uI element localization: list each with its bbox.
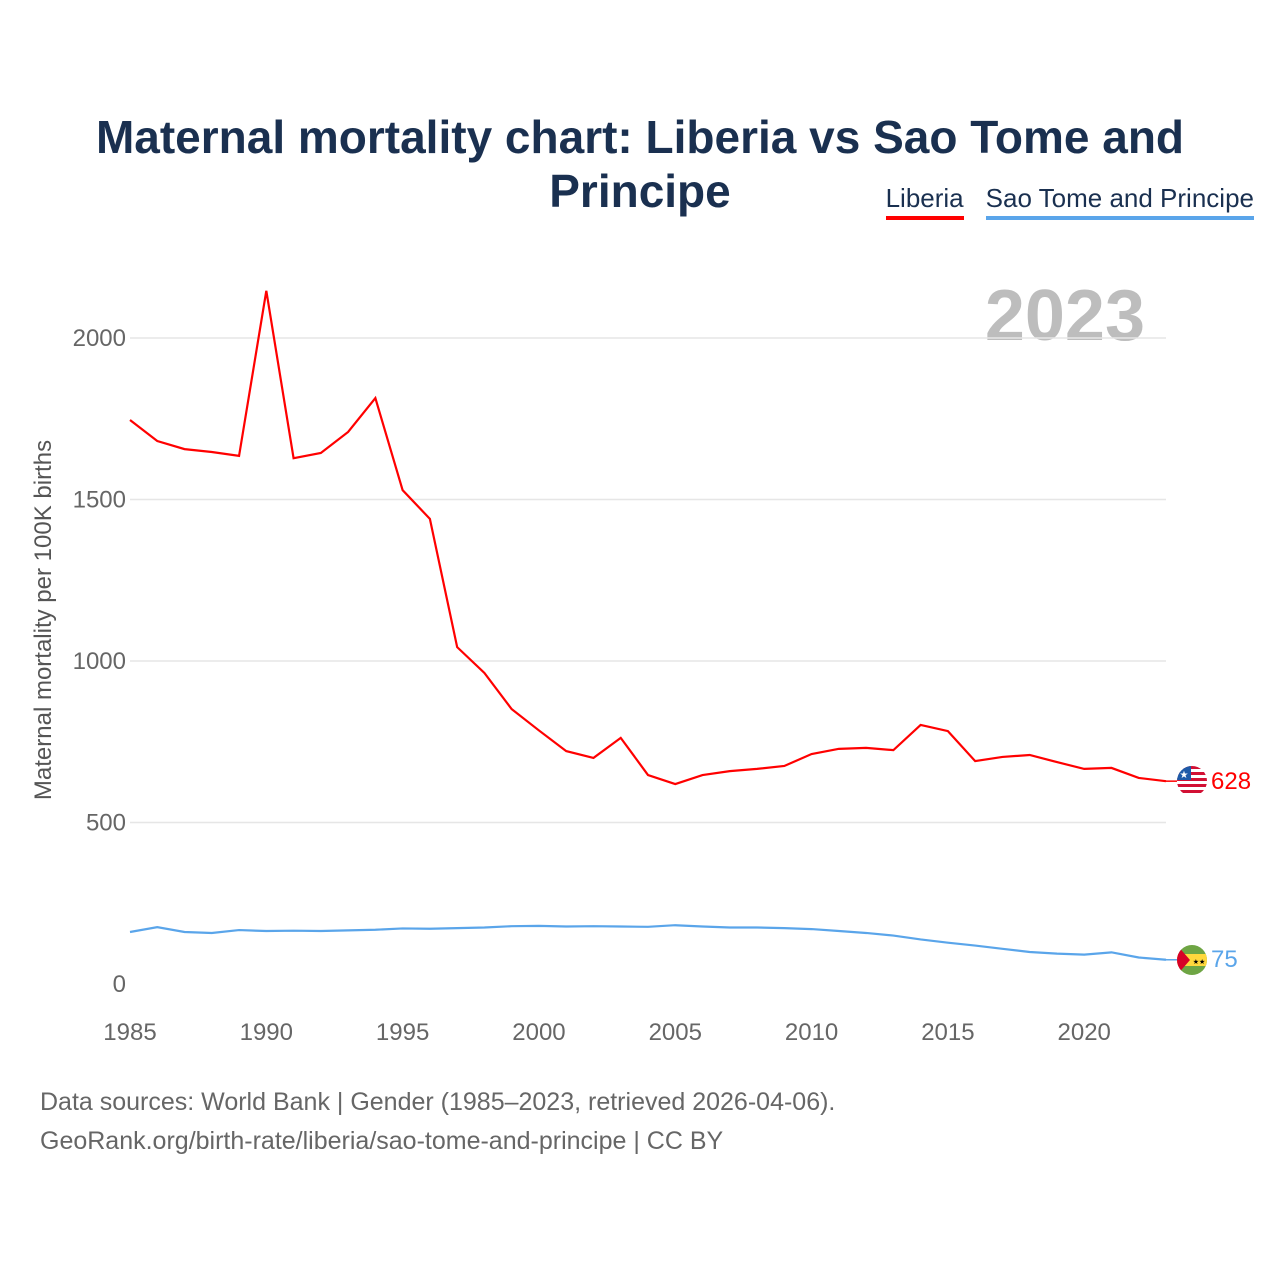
sao-tome-end-value: 75: [1211, 946, 1238, 973]
liberia-end-value: 628: [1211, 768, 1251, 795]
x-tick-label: 2000: [512, 1019, 565, 1046]
y-tick-label: 2000: [73, 325, 126, 352]
liberia-flag-icon: ★: [1177, 766, 1207, 796]
y-tick-label: 1000: [73, 648, 126, 675]
series-line-liberia: [129, 290, 1167, 786]
x-tick-label: 1995: [376, 1019, 429, 1046]
year-watermark: 2023: [985, 276, 1145, 356]
legend-liberia[interactable]: Liberia: [885, 183, 964, 220]
x-tick-label: 2010: [785, 1019, 838, 1046]
x-tick-label: 2015: [921, 1019, 974, 1046]
y-tick-label: 1500: [73, 487, 126, 514]
svg-text:★★: ★★: [1193, 958, 1206, 966]
svg-text:★: ★: [1180, 770, 1189, 781]
sao-tome-flag-icon: ★★: [1177, 945, 1207, 975]
series-line-sao-tome: [129, 924, 1167, 961]
legend-sao-tome[interactable]: Sao Tome and Principe: [985, 183, 1254, 220]
x-tick-label: 2020: [1058, 1019, 1111, 1046]
x-tick-label: 2005: [649, 1019, 702, 1046]
x-tick-label: 1985: [103, 1019, 156, 1046]
x-tick-label: 1990: [240, 1019, 293, 1046]
chart-title: Maternal mortality chart: Liberia vs Sao…: [95, 111, 1185, 217]
legend: Liberia Sao Tome and Principe: [885, 183, 1254, 220]
y-tick-label: 500: [86, 810, 126, 837]
y-tick-label: 0: [113, 971, 126, 998]
footer-source: Data sources: World Bank | Gender (1985–…: [40, 1088, 836, 1116]
y-axis-label: Maternal mortality per 100K births: [30, 440, 57, 800]
footer-link[interactable]: GeoRank.org/birth-rate/liberia/sao-tome-…: [40, 1127, 724, 1155]
